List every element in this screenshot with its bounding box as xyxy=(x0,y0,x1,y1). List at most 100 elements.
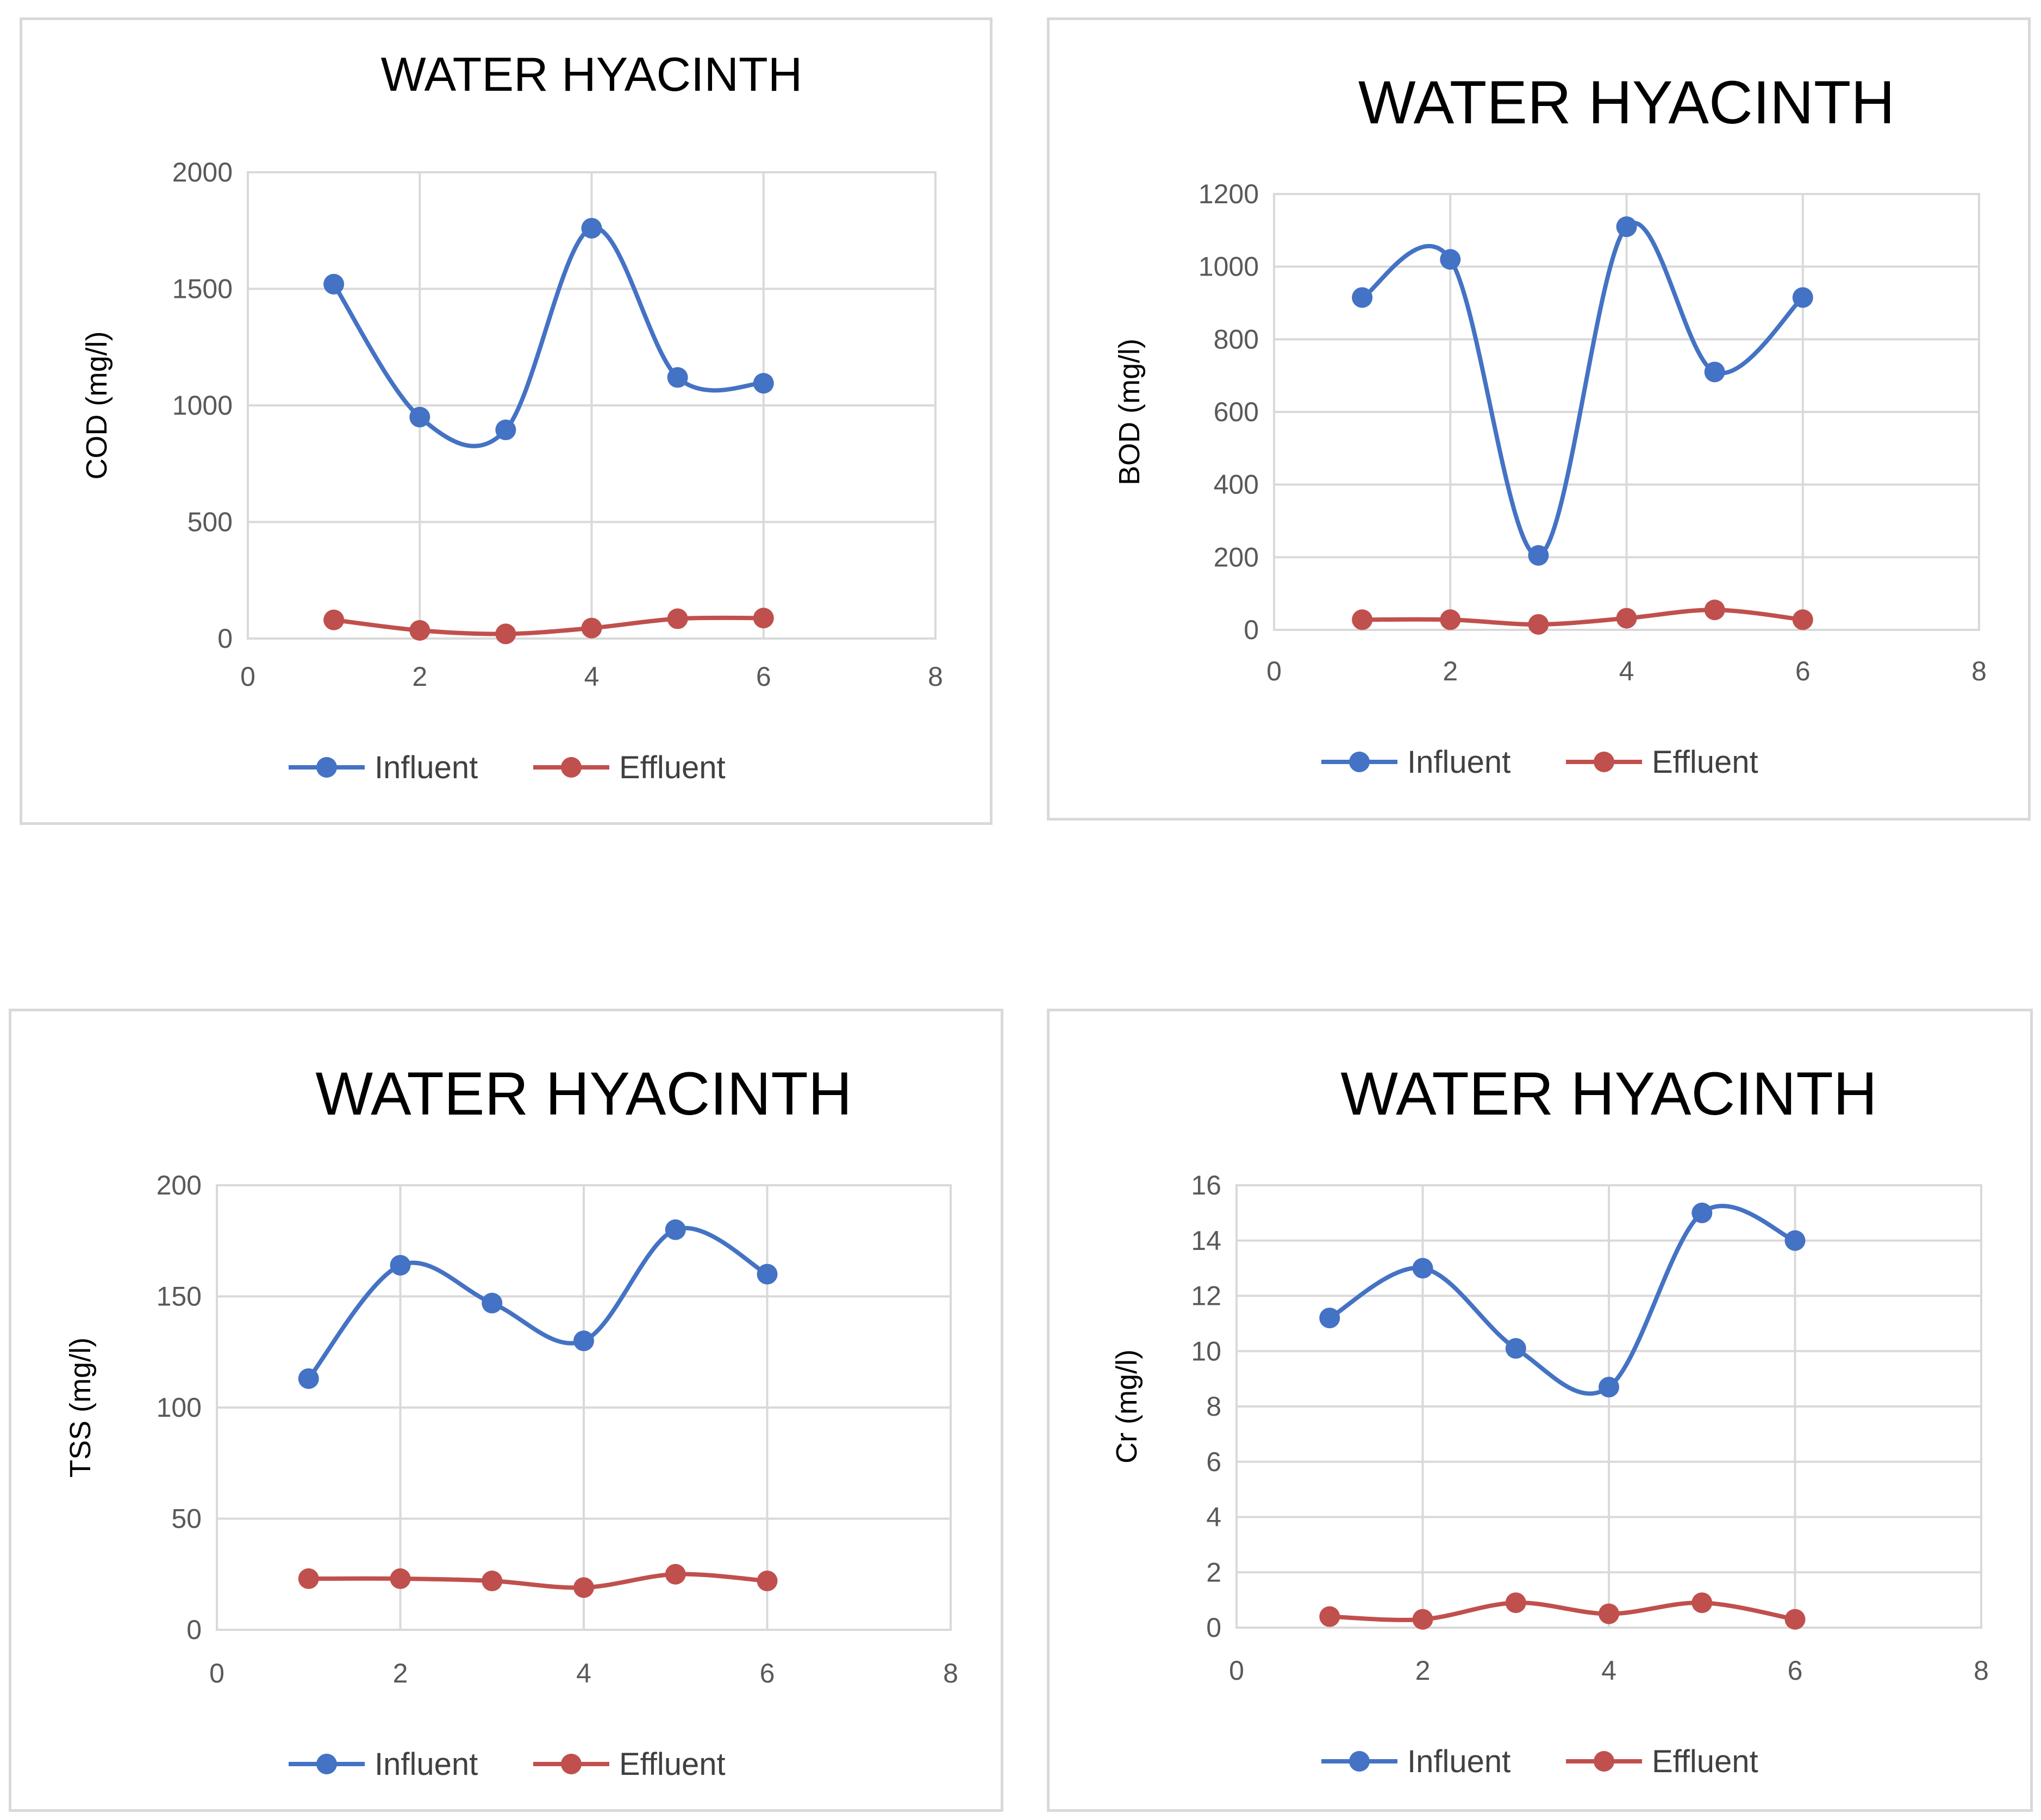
series-influent xyxy=(298,1219,778,1389)
x-tick-label: 0 xyxy=(209,1658,224,1688)
y-tick-label: 1200 xyxy=(1199,179,1259,209)
x-tick-label: 0 xyxy=(1266,656,1282,686)
series-line-influent xyxy=(306,1226,770,1381)
data-point-influent xyxy=(409,406,430,428)
x-tick-label: 8 xyxy=(928,661,943,692)
y-tick-label: 100 xyxy=(157,1392,202,1423)
data-point-influent xyxy=(323,273,345,295)
series-line-effluent xyxy=(306,1572,770,1590)
y-axis-label: COD (mg/l) xyxy=(80,332,113,480)
series-line-effluent xyxy=(1360,608,1805,627)
series-effluent xyxy=(1319,1592,1806,1630)
legend-effluent-label: Effluent xyxy=(619,750,726,785)
legend-marker-effluent xyxy=(1594,1751,1614,1772)
data-point-effluent xyxy=(1412,1609,1433,1630)
x-tick-label: 0 xyxy=(1229,1655,1244,1686)
y-tick-label: 6 xyxy=(1206,1447,1221,1477)
data-point-influent xyxy=(667,367,688,388)
x-tick-label: 4 xyxy=(576,1658,591,1688)
y-tick-label: 1500 xyxy=(172,274,233,304)
legend-marker-effluent xyxy=(1594,752,1614,772)
data-point-effluent xyxy=(1505,1592,1526,1613)
y-tick-label: 1000 xyxy=(1199,252,1259,282)
data-point-influent xyxy=(573,1330,594,1352)
legend-marker-influent xyxy=(1349,1751,1370,1772)
chart-title: WATER HYACINTH xyxy=(1358,68,1895,136)
legend xyxy=(1321,1751,1642,1772)
legend-influent-label: Influent xyxy=(375,1747,478,1782)
legend-influent-label: Influent xyxy=(375,750,478,785)
series-effluent xyxy=(298,1563,778,1598)
y-tick-label: 600 xyxy=(1214,397,1259,427)
chart-bod: WATER HYACINTH BOD (mg/l) Influent Efflu… xyxy=(1113,68,1987,780)
y-tick-label: 2 xyxy=(1206,1557,1221,1587)
x-tick-label: 4 xyxy=(1619,656,1634,686)
series-influent xyxy=(323,217,774,448)
chart-title: WATER HYACINTH xyxy=(381,47,803,101)
chart-tss: WATER HYACINTH TSS (mg/l) Influent Efflu… xyxy=(64,1060,958,1782)
series-effluent xyxy=(323,608,774,645)
data-point-effluent xyxy=(1440,609,1461,630)
series-line-influent xyxy=(1360,221,1805,558)
data-point-effluent xyxy=(1352,609,1373,630)
y-axis-label: TSS (mg/l) xyxy=(64,1337,97,1478)
x-tick-label: 4 xyxy=(584,661,600,692)
data-point-effluent xyxy=(1692,1592,1713,1613)
series-influent xyxy=(1319,1202,1806,1398)
y-tick-label: 8 xyxy=(1206,1391,1221,1422)
legend-influent-label: Influent xyxy=(1407,745,1511,780)
data-point-influent xyxy=(757,1264,778,1285)
x-tick-label: 2 xyxy=(1443,656,1458,686)
chart-cod: WATER HYACINTH COD (mg/l) Influent Efflu… xyxy=(80,47,943,785)
data-point-influent xyxy=(482,1292,503,1314)
data-point-effluent xyxy=(1616,608,1637,629)
data-point-influent xyxy=(1792,287,1813,308)
legend-effluent-label: Effluent xyxy=(619,1747,726,1782)
legend-marker-effluent xyxy=(561,1754,582,1774)
series-line-effluent xyxy=(332,615,766,636)
data-point-influent xyxy=(753,373,774,394)
series-line-influent xyxy=(1327,1204,1797,1396)
tick-labels: 0 50 100 150 200 0 2 4 6 8 xyxy=(157,1170,958,1688)
data-point-effluent xyxy=(1792,609,1813,630)
data-point-effluent xyxy=(495,623,516,645)
x-tick-label: 6 xyxy=(1795,656,1811,686)
x-tick-label: 2 xyxy=(1415,1655,1431,1686)
gridlines xyxy=(1273,193,1980,631)
x-tick-label: 6 xyxy=(756,661,771,692)
data-point-effluent xyxy=(665,1563,686,1585)
y-axis-label: Cr (mg/l) xyxy=(1110,1349,1143,1463)
x-tick-label: 2 xyxy=(393,1658,408,1688)
data-point-effluent xyxy=(1528,614,1549,635)
data-point-influent xyxy=(1412,1258,1433,1279)
series-line-influent xyxy=(332,226,766,448)
y-axis-label: BOD (mg/l) xyxy=(1113,339,1146,485)
data-point-effluent xyxy=(390,1568,411,1589)
chart-panel-tss: WATER HYACINTH TSS (mg/l) Influent Efflu… xyxy=(9,1009,1003,1812)
plot-area xyxy=(216,1184,952,1631)
y-tick-label: 0 xyxy=(186,1615,202,1645)
legend-influent-label: Influent xyxy=(1407,1744,1511,1779)
y-tick-label: 200 xyxy=(1214,542,1259,572)
data-point-influent xyxy=(298,1368,319,1389)
data-point-effluent xyxy=(1319,1606,1340,1627)
plot-area xyxy=(247,171,937,640)
chart-panel-cod: WATER HYACINTH COD (mg/l) Influent Efflu… xyxy=(20,17,993,825)
data-point-effluent xyxy=(1784,1609,1806,1630)
y-tick-label: 0 xyxy=(1244,615,1259,645)
x-tick-label: 0 xyxy=(240,661,255,692)
data-point-influent xyxy=(1319,1308,1340,1329)
data-point-influent xyxy=(665,1219,686,1240)
tick-labels: 0 200 400 600 800 1000 1200 0 2 4 6 8 xyxy=(1199,179,1987,686)
x-tick-label: 6 xyxy=(1788,1655,1803,1686)
x-tick-label: 8 xyxy=(1974,1655,1989,1686)
plot-area xyxy=(1273,193,1980,631)
legend-effluent-label: Effluent xyxy=(1652,1744,1758,1779)
data-point-effluent xyxy=(1704,599,1725,621)
series-effluent xyxy=(1352,599,1813,635)
x-tick-label: 8 xyxy=(1971,656,1987,686)
x-tick-label: 8 xyxy=(943,1658,958,1688)
data-point-influent xyxy=(390,1255,411,1276)
legend-marker-influent xyxy=(316,1754,337,1774)
chart-cr: WATER HYACINTH Cr (mg/l) Influent Efflue… xyxy=(1110,1060,1989,1779)
